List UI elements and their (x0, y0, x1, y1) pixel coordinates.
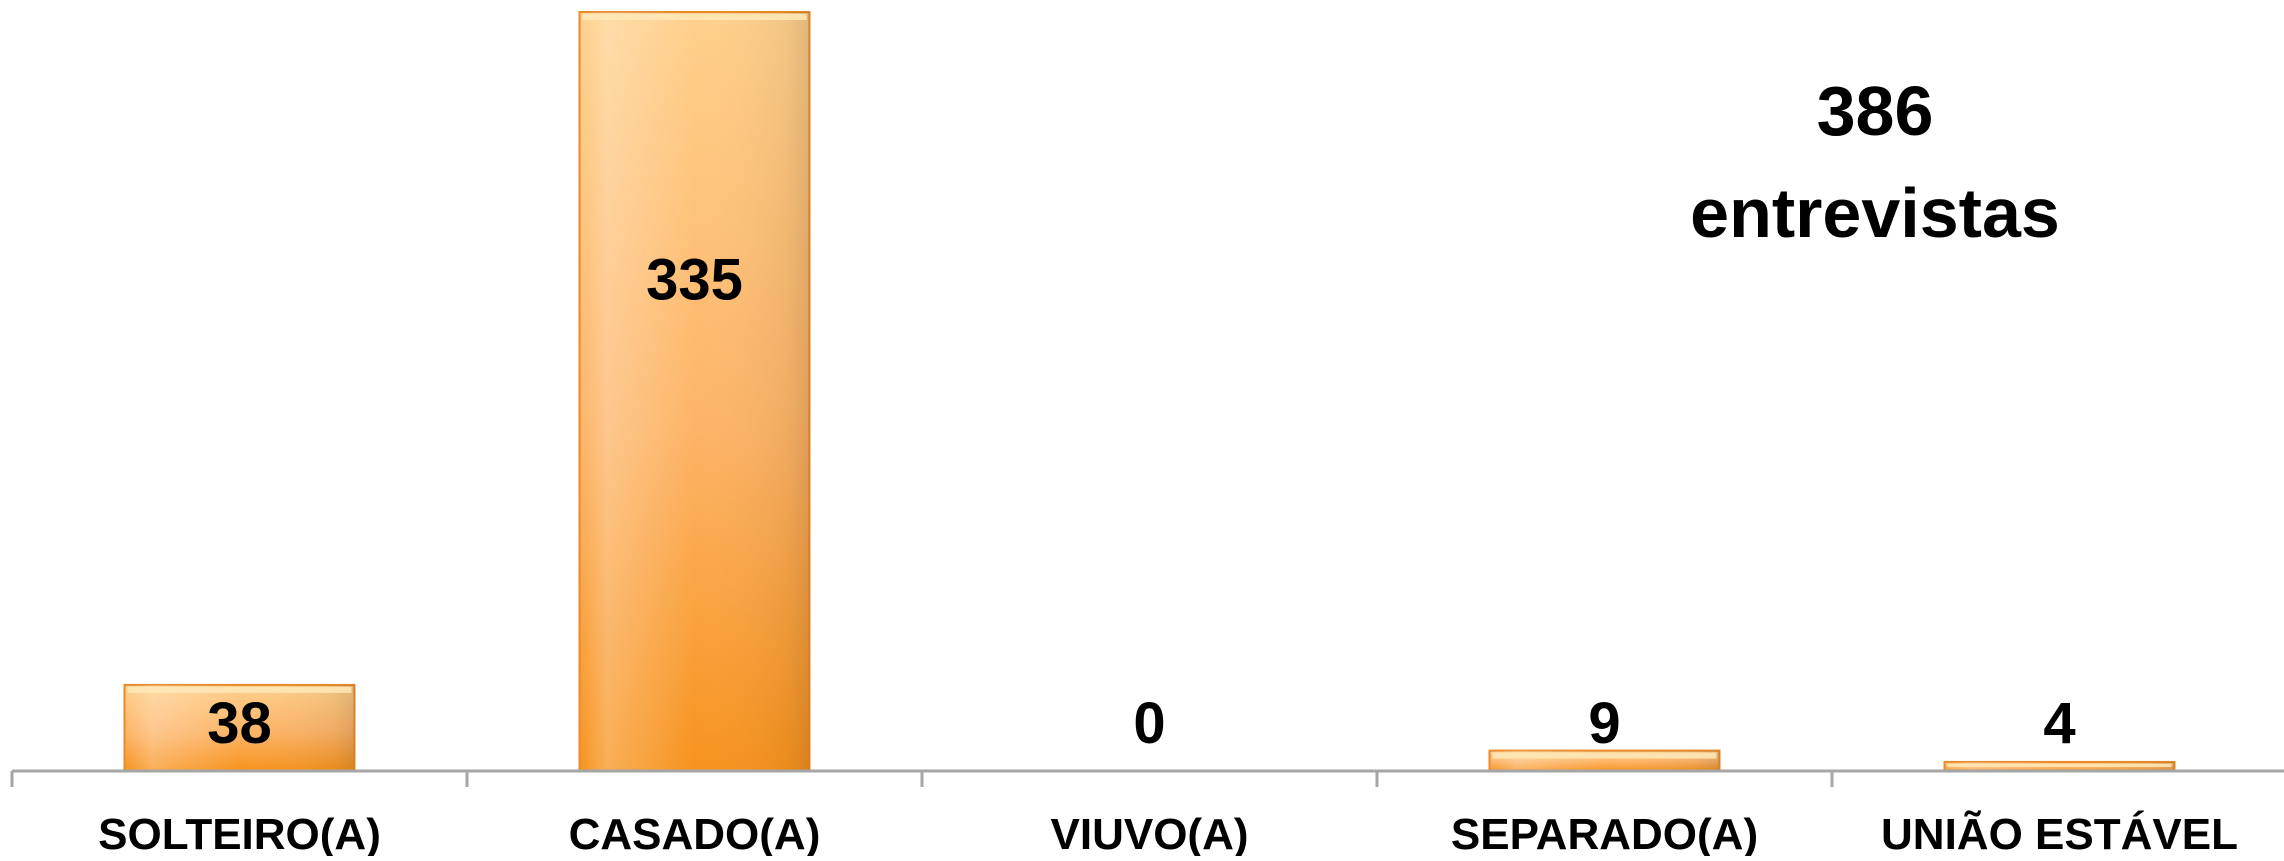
annotation-label: entrevistas (1690, 174, 2060, 252)
category-label-5: UNIÃO ESTÁVEL (1881, 809, 2238, 856)
bar-1 (123, 683, 356, 772)
data-label-2: 335 (646, 248, 743, 313)
category-label-4: SEPARADO(A) (1451, 810, 1758, 856)
category-label-3: VIUVO(A) (1051, 810, 1249, 856)
data-label-1: 38 (207, 691, 272, 756)
data-label-5: 4 (2043, 691, 2075, 756)
data-label-3: 0 (1133, 691, 1165, 756)
bar-2 (578, 11, 811, 772)
category-label-1: SOLTEIRO(A) (98, 810, 381, 856)
annotation-count: 386 (1817, 72, 1934, 150)
data-label-4: 9 (1588, 691, 1620, 756)
category-label-2: CASADO(A) (569, 810, 821, 856)
bar-4 (1488, 749, 1721, 772)
